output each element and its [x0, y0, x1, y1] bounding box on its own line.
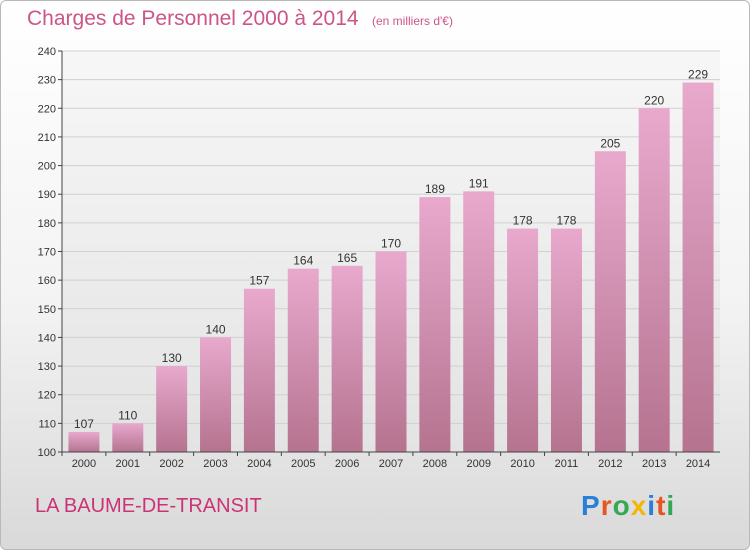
bar: [243, 288, 275, 452]
x-tick-label: 2000: [72, 458, 96, 470]
bar: [682, 82, 714, 452]
x-tick-label: 2007: [379, 458, 403, 470]
x-tick-label: 2014: [686, 458, 710, 470]
bar: [156, 366, 188, 452]
data-label: 140: [206, 322, 226, 336]
data-label: 189: [425, 182, 445, 196]
chart-subtitle: (en milliers d'€): [372, 14, 453, 28]
y-tick-label: 200: [38, 161, 56, 173]
data-label: 191: [469, 176, 489, 190]
bar: [594, 151, 626, 452]
y-tick-label: 120: [38, 390, 56, 402]
logo-letter: o: [612, 490, 631, 521]
x-tick-label: 2013: [642, 458, 666, 470]
bar: [68, 431, 100, 452]
x-tick-label: 2010: [510, 458, 534, 470]
data-label: 110: [118, 408, 137, 422]
y-tick-label: 240: [38, 46, 56, 58]
data-label: 220: [644, 93, 664, 107]
data-label: 178: [513, 214, 533, 228]
bar: [419, 197, 451, 452]
bar: [463, 191, 495, 452]
bars: [68, 82, 714, 453]
y-tick-label: 160: [38, 275, 56, 287]
y-tick-label: 150: [38, 304, 56, 316]
x-tick-label: 2012: [598, 458, 622, 470]
y-tick-label: 190: [38, 189, 56, 201]
x-tick-label: 2011: [555, 458, 579, 470]
x-tick-labels: 2000 2001 2002 2003 2004 2005 2006 2007 2008 2009…: [61, 452, 710, 470]
logo-letter: t: [656, 490, 667, 521]
bar: [550, 228, 582, 452]
x-tick-label: 2002: [159, 458, 183, 470]
bar: [507, 228, 539, 452]
logo-letter: x: [630, 490, 648, 521]
data-label: 178: [556, 214, 576, 228]
bar: [112, 423, 144, 452]
data-label: 170: [381, 237, 401, 251]
x-tick-label: 2008: [423, 458, 447, 470]
y-tick-label: 230: [38, 75, 56, 87]
chart-title: Charges de Personnel 2000 à 2014: [27, 7, 359, 30]
y-tick-label: 210: [38, 132, 56, 144]
data-label: 229: [688, 68, 708, 82]
data-label: 130: [162, 351, 182, 365]
y-tick-label: 140: [38, 332, 56, 344]
data-label: 107: [74, 417, 94, 431]
x-tick-label: 2003: [203, 458, 227, 470]
y-tick-label: 100: [38, 447, 56, 459]
data-label: 165: [337, 251, 357, 265]
data-label: 205: [600, 136, 620, 150]
y-tick-labels: 100 110 120 130 140 150 160 170 180 190 200 210 220 2…: [38, 46, 62, 459]
logo-letter: P: [581, 490, 601, 521]
x-tick-label: 2001: [116, 458, 140, 470]
x-tick-label: 2009: [466, 458, 490, 470]
bar: [375, 251, 407, 452]
y-tick-label: 110: [38, 418, 56, 430]
logo-letter: r: [600, 490, 613, 521]
y-tick-label: 130: [38, 361, 56, 373]
data-label: 157: [249, 274, 269, 288]
data-labels: 107 110 130 140 157 164 165 170 189 191 178 178 205 2…: [74, 68, 708, 431]
x-tick-label: 2006: [335, 458, 359, 470]
logo-letter: i: [666, 490, 676, 521]
proxiti-logo[interactable]: Proxiti: [581, 490, 675, 522]
logo-letter: i: [647, 490, 657, 521]
bar: [331, 265, 363, 452]
y-tick-label: 170: [38, 247, 56, 259]
x-tick-label: 2004: [247, 458, 271, 470]
bar: [638, 108, 670, 453]
y-tick-label: 180: [38, 218, 56, 230]
commune-name: LA BAUME-DE-TRANSIT: [35, 495, 262, 517]
data-label: 164: [293, 254, 313, 268]
y-tick-label: 220: [38, 103, 56, 115]
bar: [200, 337, 232, 452]
bar: [287, 268, 319, 452]
x-tick-label: 2005: [291, 458, 315, 470]
